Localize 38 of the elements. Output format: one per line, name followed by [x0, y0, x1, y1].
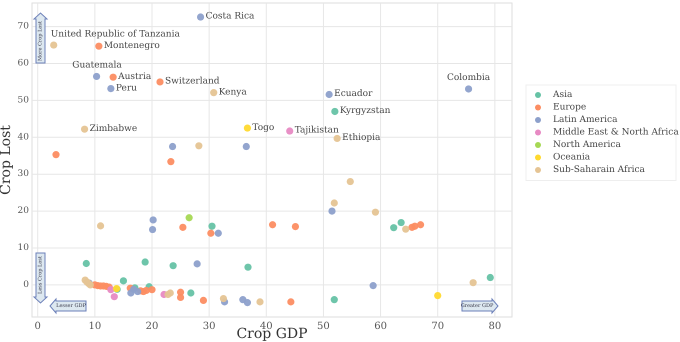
- annotation: Togo: [252, 122, 274, 133]
- annotation: Costa Rica: [206, 12, 256, 22]
- annotation: Ecuador: [334, 89, 374, 100]
- legend-label: Europe: [553, 102, 586, 112]
- annotation: Zimbabwe: [90, 124, 138, 134]
- y-tick-label: 20: [18, 206, 30, 216]
- annotation: United Republic of Tanzania: [50, 29, 180, 40]
- y-tick-label: 60: [18, 58, 30, 69]
- annotation: Montenegro: [104, 40, 160, 51]
- x-tick-label: 20: [146, 321, 158, 332]
- legend-label: Oceania: [553, 152, 591, 162]
- legend-label: North America: [553, 140, 622, 150]
- annotation: Kenya: [218, 87, 248, 98]
- y-tick-label: 10: [18, 243, 30, 253]
- y-tick-label: 30: [18, 169, 30, 180]
- x-tick-label: 0: [34, 321, 41, 332]
- annotation: Kyrgyzstan: [340, 106, 391, 116]
- x-tick-label: 30: [202, 321, 216, 332]
- x-tick-label: 80: [488, 321, 502, 332]
- x-tick-label: 10: [88, 321, 102, 332]
- annotation: Ethiopia: [342, 133, 382, 144]
- annotation: Peru: [116, 83, 138, 94]
- x-tick-label: 50: [317, 321, 330, 332]
- y-tick-label: 50: [18, 95, 30, 106]
- annotation: Switzerland: [165, 76, 220, 87]
- x-tick-label: 60: [374, 321, 387, 332]
- annotation: Guatemala: [72, 60, 122, 71]
- annotation: Colombia: [446, 73, 491, 84]
- y-tick-label: 0: [23, 280, 30, 290]
- legend-label: Latin America: [553, 115, 618, 125]
- annotation: Tajikistan: [294, 126, 339, 136]
- annotation: Austria: [117, 72, 152, 82]
- legend-label: Middle East & North Africa: [553, 128, 680, 138]
- y-tick-label: 70: [18, 22, 30, 32]
- legend-label: Sub-Saharain Africa: [553, 165, 646, 175]
- x-tick-label: 70: [431, 321, 444, 332]
- y-tick-label: 40: [18, 132, 30, 142]
- legend-label: Asia: [552, 90, 573, 100]
